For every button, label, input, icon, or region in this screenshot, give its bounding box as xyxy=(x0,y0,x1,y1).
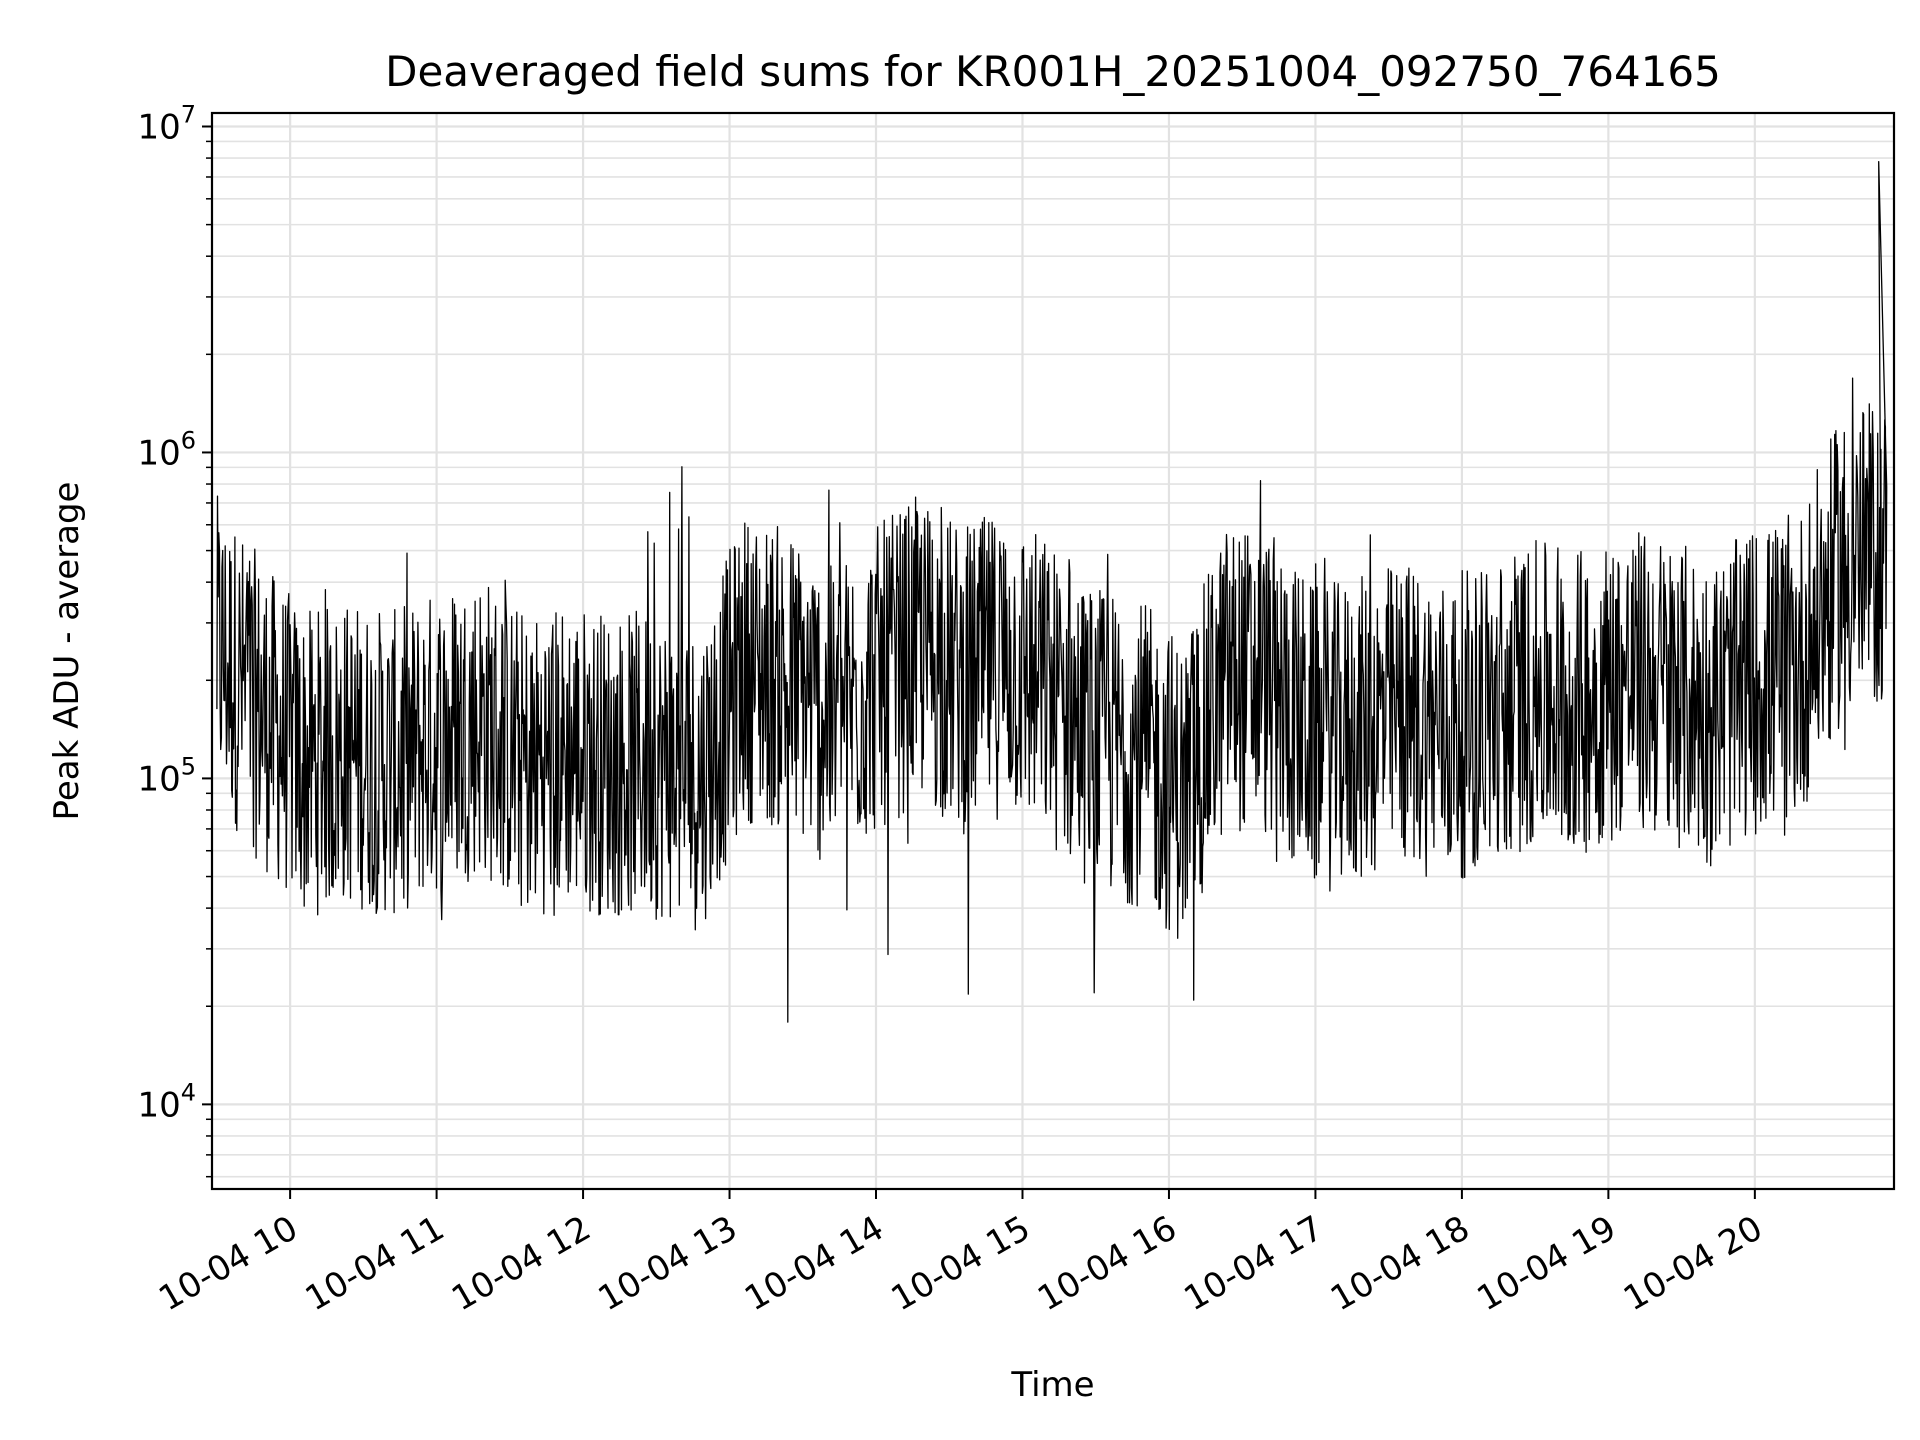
y-tick-exponent: 6 xyxy=(181,426,196,454)
y-tick-base: 10 xyxy=(137,759,180,799)
y-tick-base: 10 xyxy=(137,1085,180,1125)
y-tick-label: 105 xyxy=(137,752,196,799)
series-line xyxy=(216,161,1888,1023)
y-tick-exponent: 7 xyxy=(181,100,196,128)
y-tick-label: 104 xyxy=(137,1078,196,1125)
y-tick-label: 106 xyxy=(137,426,196,473)
y-tick-base: 10 xyxy=(137,107,180,147)
series-layer xyxy=(216,161,1888,1023)
plot-frame xyxy=(210,111,1896,1191)
y-tick-label: 107 xyxy=(137,100,196,147)
chart-title: Deaveraged field sums for KR001H_2025100… xyxy=(385,47,1721,96)
y-axis-label: Peak ADU - average xyxy=(47,482,87,821)
y-tick-base: 10 xyxy=(137,433,180,473)
x-axis-label: Time xyxy=(1010,1365,1094,1405)
grid xyxy=(212,113,1894,1189)
y-tick-exponent: 5 xyxy=(181,752,196,780)
y-tick-exponent: 4 xyxy=(181,1078,196,1106)
